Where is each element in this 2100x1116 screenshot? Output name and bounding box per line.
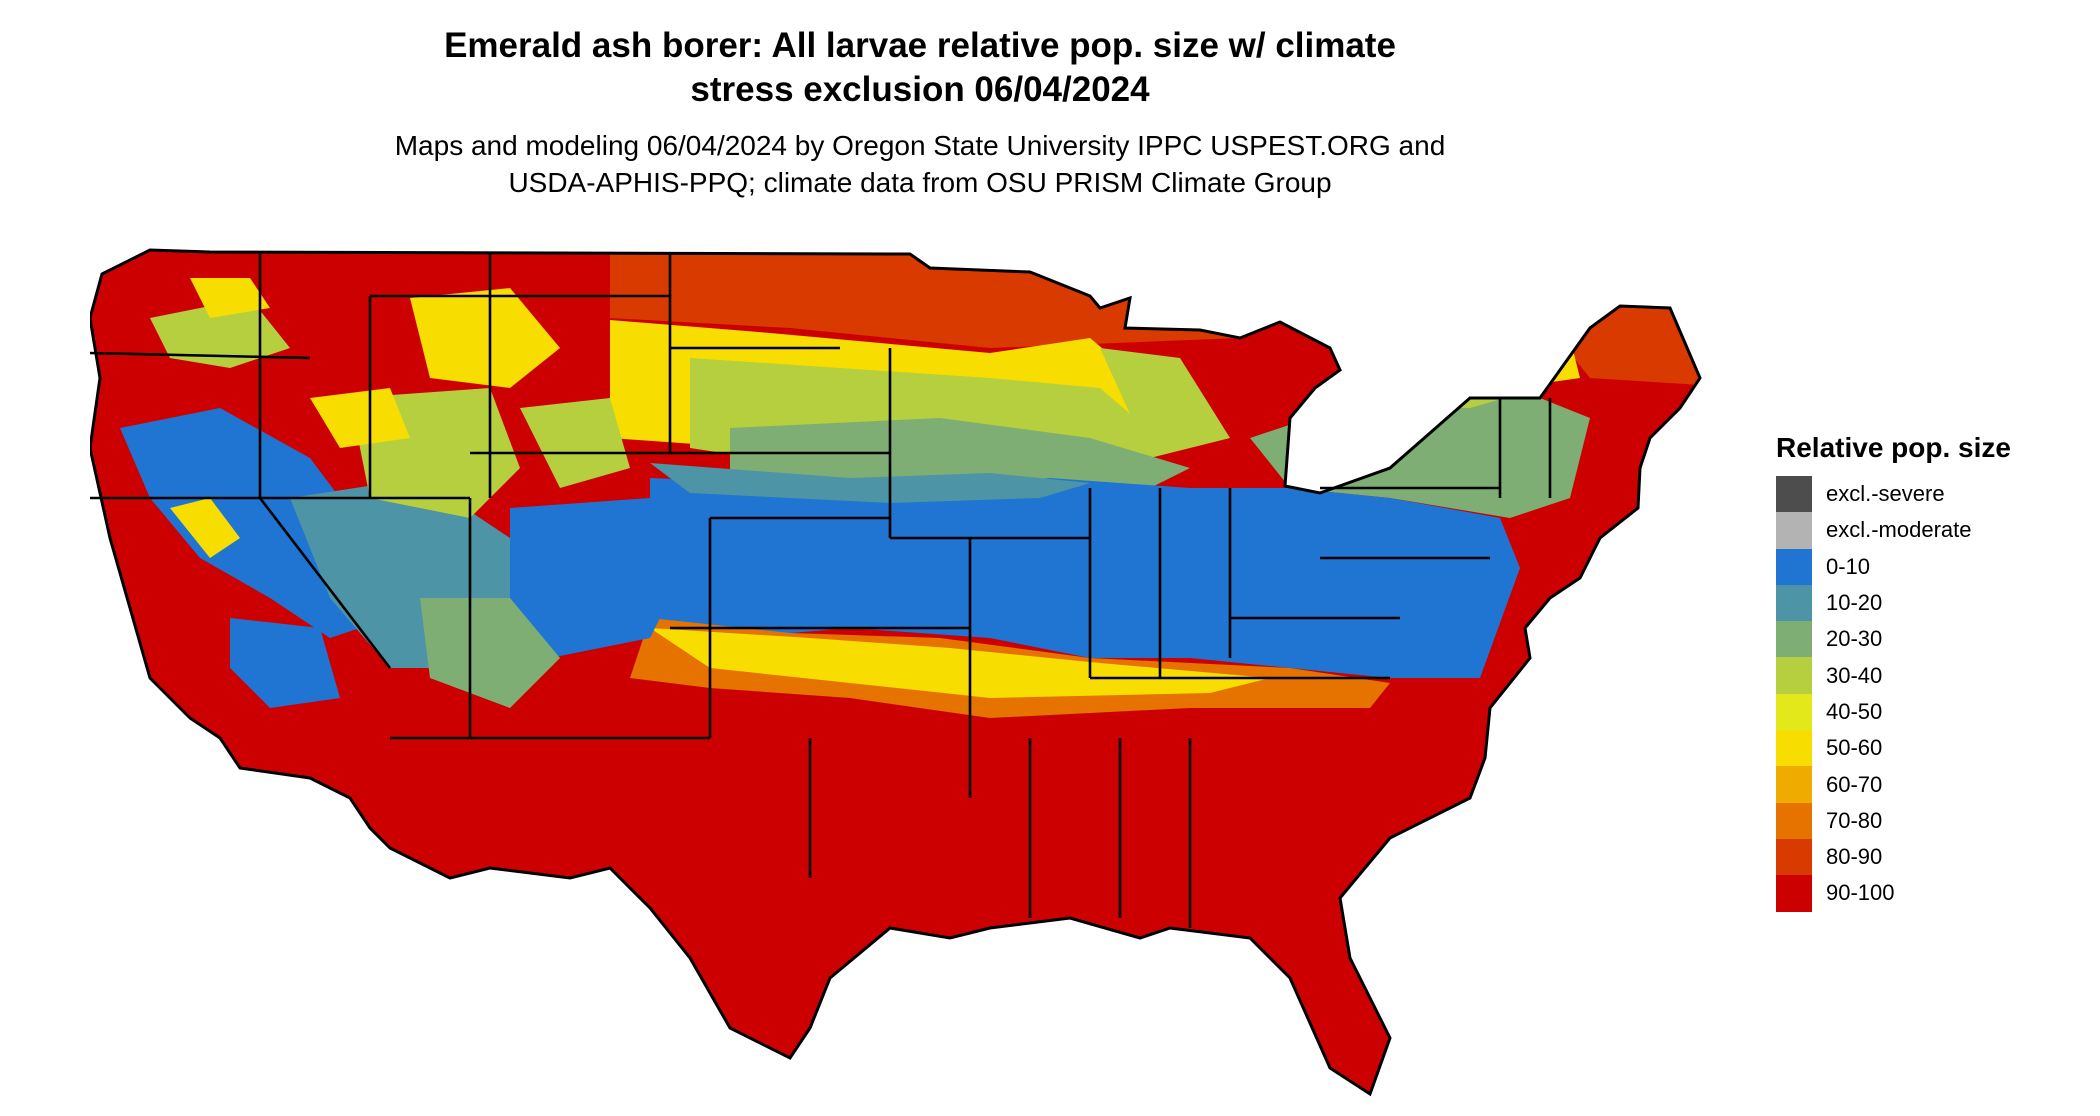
legend-swatch <box>1776 875 1812 912</box>
legend-label: 40-50 <box>1826 698 1883 724</box>
legend-swatch <box>1776 766 1812 803</box>
legend-label: 0-10 <box>1826 553 1871 579</box>
legend-label: 80-90 <box>1826 844 1883 870</box>
legend-swatch <box>1776 657 1812 694</box>
legend-title: Relative pop. size <box>1776 432 2011 463</box>
legend-item: excl.-severe <box>1776 476 2011 513</box>
legend-item: 40-50 <box>1776 693 2011 731</box>
subtitle-line-2: USDA-APHIS-PPQ; climate data from OSU PR… <box>508 167 1332 198</box>
subtitle-line-1: Maps and modeling 06/04/2024 by Oregon S… <box>394 130 1446 161</box>
legend-swatch <box>1776 548 1812 585</box>
map-title: Emerald ash borer: All larvae relative p… <box>0 24 1840 112</box>
state-boundaries <box>90 254 1552 928</box>
legend-swatch <box>1776 693 1812 731</box>
legend-swatch <box>1776 730 1812 767</box>
legend-label: 70-80 <box>1826 807 1883 833</box>
legend: Relative pop. size excl.-severe excl.-mod… <box>1776 432 2011 912</box>
legend-item: 60-70 <box>1776 766 2011 803</box>
legend-label: 30-40 <box>1826 662 1883 688</box>
legend-label: 50-60 <box>1826 735 1883 761</box>
legend-item: 70-80 <box>1776 802 2011 839</box>
legend-label: 20-30 <box>1826 626 1883 652</box>
title-line-2: stress exclusion 06/04/2024 <box>690 70 1150 109</box>
legend-swatch <box>1776 838 1812 876</box>
map-subtitle: Maps and modeling 06/04/2024 by Oregon S… <box>0 127 1840 201</box>
legend-item: 10-20 <box>1776 584 2011 622</box>
legend-item: 80-90 <box>1776 838 2011 876</box>
legend-swatch <box>1776 476 1812 513</box>
legend-items: excl.-severe excl.-moderate 0-10 10-20 20-30… <box>1776 476 2011 912</box>
legend-item: excl.-moderate <box>1776 512 2011 549</box>
legend-item: 20-30 <box>1776 621 2011 658</box>
legend-label: excl.-severe <box>1826 481 1945 507</box>
legend-label: 60-70 <box>1826 771 1883 797</box>
legend-swatch <box>1776 512 1812 549</box>
legend-label: 10-20 <box>1826 590 1883 616</box>
legend-label: excl.-moderate <box>1826 517 1972 543</box>
title-line-1: Emerald ash borer: All larvae relative p… <box>444 26 1396 65</box>
legend-item: 90-100 <box>1776 875 2011 912</box>
legend-swatch <box>1776 621 1812 658</box>
us-map <box>90 248 1702 1097</box>
legend-item: 50-60 <box>1776 730 2011 767</box>
legend-swatch <box>1776 802 1812 839</box>
legend-label: 90-100 <box>1826 880 1895 906</box>
legend-swatch <box>1776 584 1812 622</box>
us-outline <box>90 248 1702 1097</box>
legend-item: 0-10 <box>1776 548 2011 585</box>
legend-item: 30-40 <box>1776 657 2011 694</box>
